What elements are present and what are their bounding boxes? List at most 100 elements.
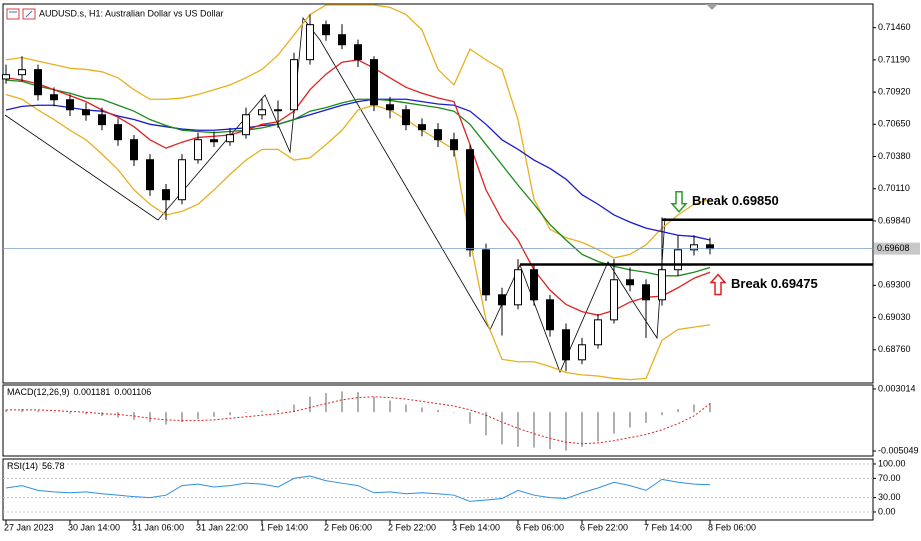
x-tick-label: 2 Feb 22:00	[388, 522, 436, 532]
y-tick-label: 0.003014	[878, 383, 916, 393]
candle-body	[706, 244, 714, 250]
icon	[25, 10, 33, 18]
macd-bar	[5, 409, 7, 413]
candle-body	[18, 69, 26, 76]
rsi-title-part: 56.78	[42, 461, 65, 471]
macd-bar	[325, 392, 327, 413]
macd-bar	[165, 412, 167, 425]
macd-bar	[661, 412, 663, 416]
candle-body	[610, 279, 618, 321]
macd-bar	[405, 404, 407, 413]
main-pane	[2, 3, 874, 384]
x-tick-label: 1 Feb 14:00	[260, 522, 308, 532]
y-tick-label: 70.00	[878, 473, 901, 483]
candle-body	[562, 329, 570, 361]
macd-bar	[565, 412, 567, 451]
macd-bar	[453, 412, 455, 413]
macd-title: MACD(12,26,9) 0.001181 0.001106	[7, 387, 151, 397]
candle-body	[674, 249, 682, 271]
macd-bar	[85, 412, 87, 415]
macd-bar	[341, 391, 343, 413]
macd-bar	[677, 409, 679, 413]
y-tick-label: 0.69840	[878, 215, 911, 225]
x-tick-label: 8 Feb 06:00	[708, 522, 756, 532]
macd-bar	[581, 412, 583, 447]
macd-bar	[709, 403, 711, 413]
candle-body	[130, 139, 138, 161]
y-tick-label: 0.70920	[878, 86, 911, 96]
macd-bar	[437, 409, 439, 413]
macd-bar	[517, 412, 519, 447]
x-tick-label: 27 Jan 2023	[4, 522, 54, 532]
indicator-line	[5, 98, 711, 241]
macd-bar	[37, 410, 39, 413]
candle-body	[50, 94, 58, 101]
macd-bar	[245, 412, 247, 413]
candle-body	[2, 74, 10, 80]
candle-body	[482, 249, 490, 296]
macd-bar	[389, 400, 391, 413]
indicator-line	[5, 93, 711, 381]
candle-body	[194, 139, 202, 161]
macd-bar	[197, 412, 199, 420]
candle-body	[34, 69, 42, 96]
candle-body	[370, 59, 378, 106]
macd-bar	[597, 412, 599, 442]
candle-body	[450, 139, 458, 151]
macd-title-part: MACD(12,26,9)	[7, 387, 70, 397]
candle-body	[546, 299, 554, 331]
candle-body	[338, 34, 346, 46]
candle-body	[322, 24, 330, 36]
macd-bar	[629, 412, 631, 428]
macd-bar	[533, 412, 535, 448]
candle-body	[626, 279, 634, 286]
candle-body	[274, 109, 282, 112]
macd-title-part: 0.001106	[114, 387, 151, 397]
candle-body	[418, 124, 426, 131]
rsi-line	[5, 475, 711, 502]
macd-bar	[277, 409, 279, 413]
candle-body	[498, 294, 506, 306]
macd-bar	[373, 396, 375, 413]
macd-bar	[229, 412, 231, 416]
macd-bar	[53, 412, 55, 413]
candle-body	[354, 44, 362, 61]
macd-bar	[549, 412, 551, 450]
x-tick-label: 6 Feb 06:00	[516, 522, 564, 532]
indicator-line	[5, 79, 711, 277]
macd-bar	[693, 404, 695, 413]
icon	[6, 8, 20, 20]
candle-body	[162, 189, 170, 201]
candle-body	[146, 159, 154, 191]
macd-bar	[181, 412, 183, 423]
y-tick-label: 0.00	[878, 506, 896, 516]
x-tick-label: 31 Jan 22:00	[196, 522, 248, 532]
macd-bar	[309, 396, 311, 413]
x-tick-label: 30 Jan 14:00	[68, 522, 120, 532]
candle-body	[530, 269, 538, 301]
macd-bar	[613, 412, 615, 434]
candle-body	[466, 149, 474, 251]
x-tick-label: 31 Jan 06:00	[132, 522, 184, 532]
macd-bar	[69, 412, 71, 414]
macd-bar	[149, 412, 151, 423]
candle-body	[66, 99, 74, 111]
macd-pane	[2, 384, 874, 457]
macd-title-part: 0.001181	[74, 387, 111, 397]
rsi-pane	[2, 458, 874, 521]
candle-body	[578, 344, 586, 361]
candle-body	[258, 109, 266, 116]
y-tick-label: -0.005049	[878, 445, 919, 455]
break-label: Break 0.69850	[692, 193, 779, 208]
macd-bar	[645, 412, 647, 423]
break-arrow	[670, 190, 688, 213]
y-tick-label: 0.70110	[878, 183, 910, 193]
x-tick-label: 2 Feb 06:00	[324, 522, 372, 532]
candle-body	[402, 109, 410, 126]
macd-bar	[357, 392, 359, 413]
macd-bar	[293, 404, 295, 413]
macd-bar	[21, 409, 23, 413]
candle-body	[82, 109, 90, 116]
header-icons	[6, 8, 36, 20]
